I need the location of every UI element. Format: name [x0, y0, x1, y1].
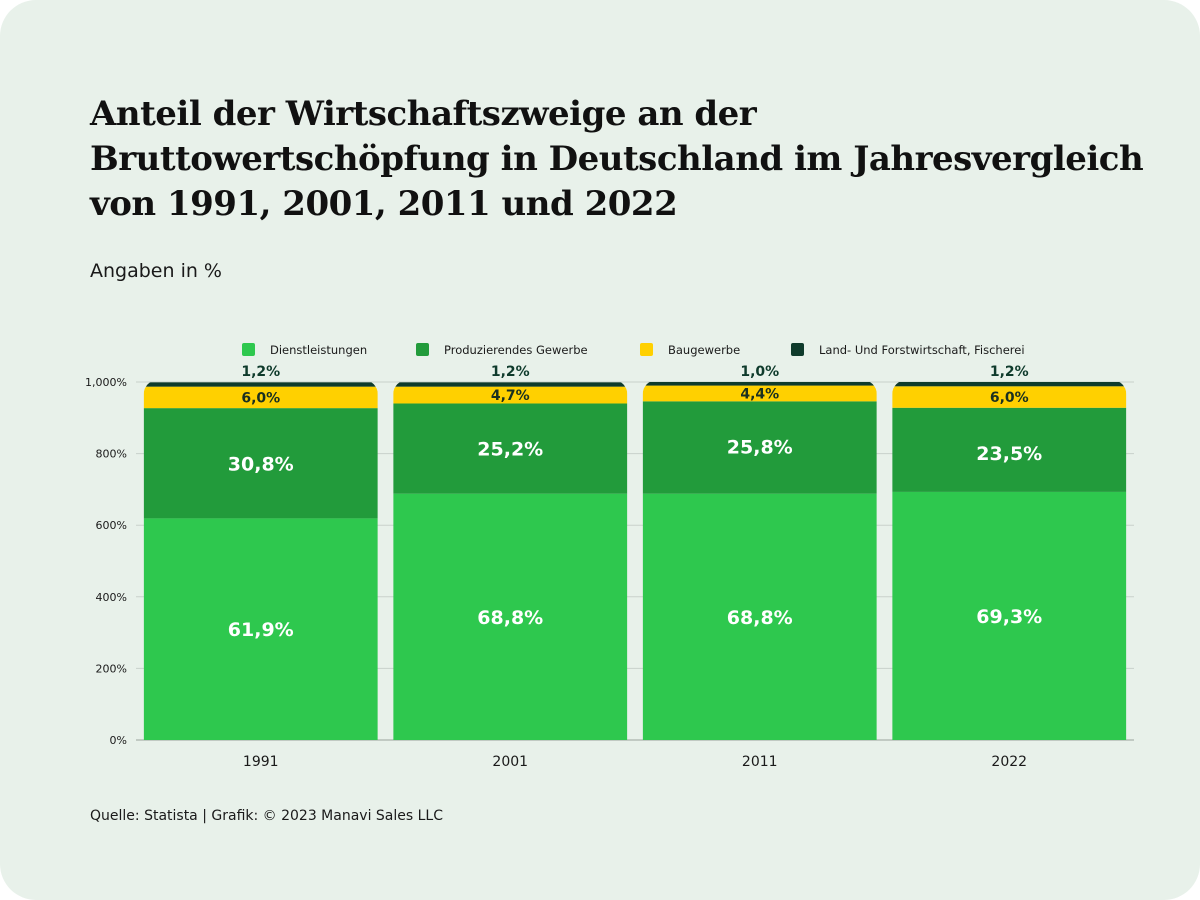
- data-label: 6,0%: [241, 390, 280, 406]
- source-note: Quelle: Statista | Grafik: © 2023 Manavi…: [90, 808, 444, 824]
- bar-segment: [393, 403, 628, 494]
- legend-label: Dienstleistungen: [270, 343, 367, 357]
- data-label: 68,8%: [477, 607, 543, 629]
- legend-label: Baugewerbe: [668, 343, 740, 357]
- bar-segment: [642, 382, 877, 386]
- chart-title: Anteil der Wirtschaftszweige an der Brut…: [90, 94, 1144, 224]
- y-tick-label: 1,000%: [85, 376, 127, 389]
- bar-segment: [642, 493, 877, 740]
- legend-item: Baugewerbe: [640, 343, 740, 357]
- bar-segment: [143, 408, 378, 519]
- x-tick-label: 2011: [742, 754, 778, 770]
- bar-segment: [143, 382, 378, 387]
- data-label: 69,3%: [976, 606, 1042, 628]
- y-tick-label: 400%: [96, 591, 127, 604]
- data-label: 25,2%: [477, 438, 543, 460]
- data-label: 23,5%: [976, 443, 1042, 465]
- bar-stack-2011: [642, 382, 877, 740]
- x-tick-label: 2001: [492, 754, 528, 770]
- legend-swatch: [640, 343, 653, 356]
- legend-swatch: [416, 343, 429, 356]
- bar-segment: [892, 491, 1127, 740]
- bars: [143, 382, 1127, 740]
- legend-label: Land- Und Forstwirtschaft, Fischerei: [819, 343, 1025, 357]
- data-label: 25,8%: [727, 436, 793, 458]
- bar-segment: [393, 493, 628, 740]
- bar-segment: [892, 386, 1127, 408]
- data-label: 4,7%: [491, 388, 530, 404]
- bar-stack-1991: [143, 382, 378, 740]
- data-label: 61,9%: [228, 619, 294, 641]
- legend-item: Produzierendes Gewerbe: [416, 343, 588, 357]
- y-tick-label: 600%: [96, 519, 127, 532]
- x-tick-label: 2022: [991, 754, 1027, 770]
- legend-label: Produzierendes Gewerbe: [444, 343, 588, 357]
- legend: Dienstleistungen Produzierendes Gewerbe Ba…: [242, 343, 1025, 357]
- bar-segment: [642, 385, 877, 402]
- x-tick-label: 1991: [243, 754, 279, 770]
- bar-segment: [143, 518, 378, 740]
- bar-segment: [393, 382, 628, 387]
- bar-stack-2022: [892, 382, 1127, 740]
- legend-swatch: [791, 343, 804, 356]
- data-label: 1,2%: [241, 364, 280, 380]
- data-label: 68,8%: [727, 607, 793, 629]
- chart-subtitle: Angaben in %: [90, 260, 222, 282]
- data-label: 1,2%: [491, 364, 530, 380]
- bar-segment: [642, 401, 877, 494]
- bar-segment: [143, 386, 378, 409]
- legend-swatch: [242, 343, 255, 356]
- data-label: 6,0%: [990, 390, 1029, 406]
- y-tick-label: 0%: [110, 734, 127, 747]
- y-tick-label: 200%: [96, 662, 127, 675]
- bar-segment: [393, 386, 628, 404]
- data-label: 1,2%: [990, 364, 1029, 380]
- legend-item: Dienstleistungen: [242, 343, 367, 357]
- bar-segment: [892, 407, 1127, 492]
- bar-stack-2001: [393, 382, 628, 740]
- bar-segment: [892, 382, 1127, 387]
- data-labels: 61,9% 30,8% 6,0% 1,2% 68,8% 25,2% 4,7% 1,2% 68,8…: [228, 364, 1042, 641]
- y-axis-ticks: 0% 200% 400% 600% 800% 1,000%: [85, 376, 127, 747]
- x-axis-ticks: 1991 2001 2011 2022: [243, 754, 1027, 770]
- y-tick-label: 800%: [96, 448, 127, 461]
- data-label: 1,0%: [740, 364, 779, 380]
- legend-item: Land- Und Forstwirtschaft, Fischerei: [791, 343, 1025, 357]
- data-label: 4,4%: [740, 386, 779, 402]
- data-label: 30,8%: [228, 453, 294, 475]
